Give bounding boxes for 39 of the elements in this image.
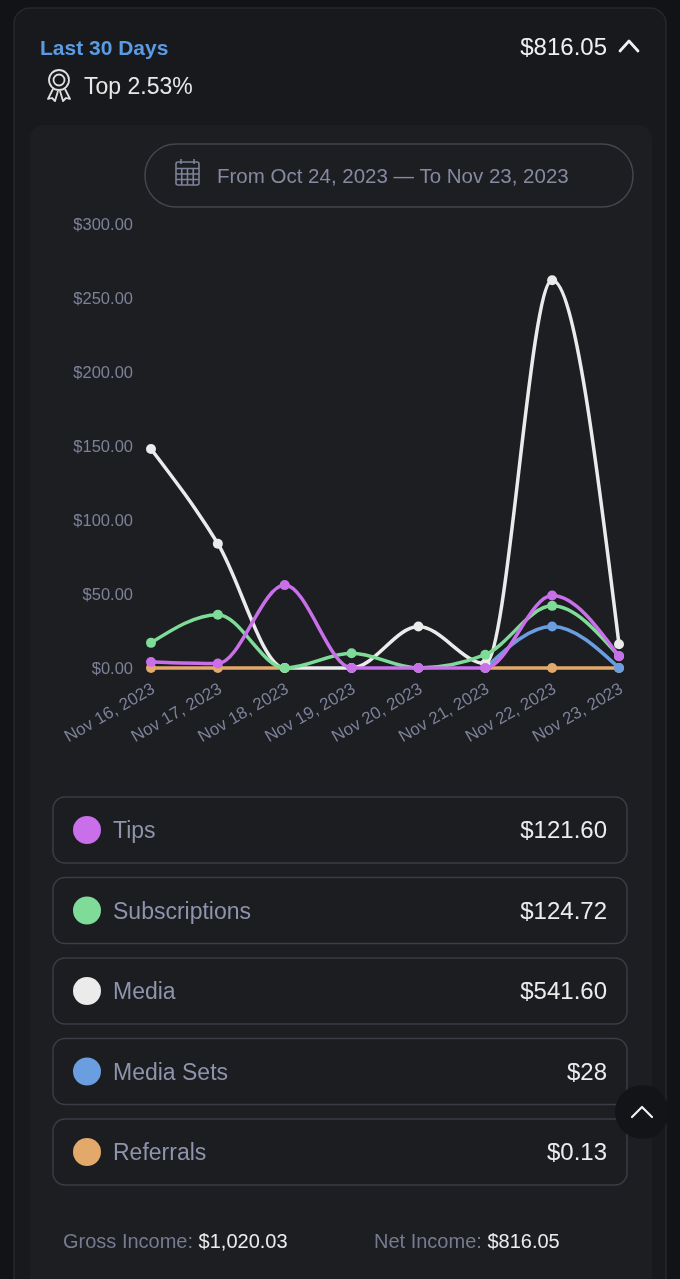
text: Net Income: $816.05 (374, 1230, 560, 1252)
text: Gross Income: $1,020.03 (63, 1230, 288, 1252)
text: $124.72 (520, 896, 607, 924)
point (212, 538, 223, 549)
chart-subtitle: From Oct 24, 2023 — To Nov 23, 2023 (217, 164, 569, 187)
point (413, 621, 424, 632)
legend-label: Media Sets (113, 1058, 229, 1085)
text: $0.13 (546, 1138, 607, 1165)
y-tick-label: $200.00 (73, 363, 133, 381)
point (279, 580, 290, 591)
y-tick-label: $300.00 (73, 215, 133, 233)
point (346, 648, 357, 659)
point (480, 649, 491, 660)
point (146, 443, 156, 454)
point (547, 600, 558, 611)
text: $541.60 (520, 977, 607, 1004)
legend-label: Referrals (113, 1139, 207, 1165)
text: $28 (566, 1057, 607, 1085)
point (547, 663, 558, 673)
point (146, 657, 156, 668)
chart-title: Last 30 Days (40, 36, 169, 59)
y-tick-label: $150.00 (73, 437, 133, 455)
point (614, 639, 624, 650)
point (547, 275, 558, 286)
y-tick-label: $100.00 (73, 511, 133, 529)
text: $816.05 (520, 33, 607, 60)
point (212, 658, 223, 669)
legend-label: Media (113, 978, 176, 1004)
text: $121.60 (520, 816, 607, 843)
legend-label: Subscriptions (113, 897, 252, 924)
point (146, 637, 156, 648)
point (212, 609, 223, 620)
y-tick-label: $50.00 (82, 585, 133, 603)
point (547, 621, 558, 632)
point (547, 590, 558, 601)
text: Top 2.53% (84, 73, 193, 99)
y-tick-label: $250.00 (73, 289, 133, 307)
legend-label: Tips (113, 817, 156, 843)
y-tick-label: $0.00 (91, 659, 133, 677)
